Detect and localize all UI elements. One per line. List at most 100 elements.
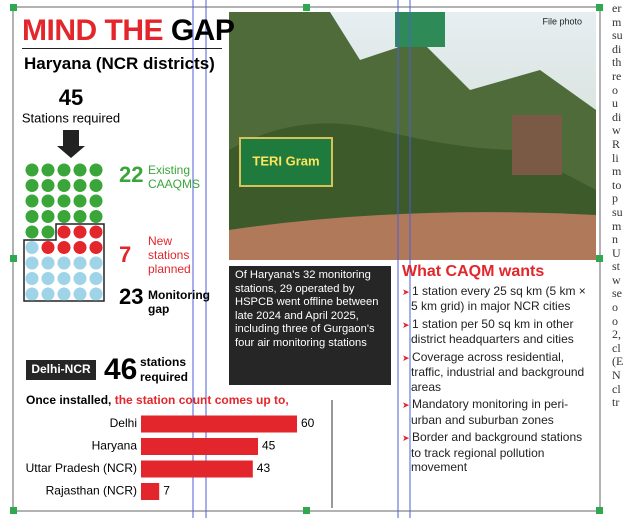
margin-fragment: m <box>612 218 622 233</box>
planned-dot <box>57 225 71 239</box>
gap-dot <box>57 272 71 285</box>
existing-dot <box>57 163 71 177</box>
margin-fragment: di <box>612 41 622 56</box>
tag-box <box>26 360 96 380</box>
handle <box>596 4 603 11</box>
wants-item: 1 station per 50 sq km in other district… <box>402 317 594 347</box>
wants-item: Border and background stations to track … <box>402 430 594 475</box>
margin-fragment: su <box>612 204 623 219</box>
title-black: GAP <box>170 14 235 47</box>
gap-dot <box>89 272 103 285</box>
photo-gate <box>512 115 562 175</box>
bar <box>141 460 253 478</box>
margin-fragment: p <box>612 191 618 206</box>
margin-fragment: o <box>612 313 618 328</box>
margin-fragment: se <box>612 286 622 301</box>
bar <box>141 438 258 455</box>
wants-item: 1 station every 25 sq km (5 km × 5 km gr… <box>402 284 594 314</box>
margin-fragment: di <box>612 109 622 124</box>
photo-board <box>395 12 445 47</box>
handle <box>10 4 17 11</box>
chart-title-red: the station count comes up to, <box>114 393 289 407</box>
existing-dot <box>25 163 39 177</box>
existing-dot <box>41 194 55 208</box>
existing-dot <box>57 210 71 223</box>
existing-dot <box>25 179 39 192</box>
rule <box>22 48 222 49</box>
margin-fragment: U <box>612 245 621 260</box>
margin-fragment: n <box>612 232 618 247</box>
bar <box>141 483 160 500</box>
margin-fragment: cl <box>612 340 621 355</box>
gap-dot <box>25 287 39 301</box>
delhi-value: 46 <box>104 353 137 386</box>
bar-label: Delhi <box>110 416 137 430</box>
required-value: 45 <box>59 85 83 110</box>
margin-fragment: th <box>612 55 622 70</box>
existing-dot <box>89 194 103 208</box>
title: MIND THE GAP <box>22 14 235 48</box>
bar <box>141 415 297 433</box>
planned-dot <box>89 241 103 254</box>
existing-dot <box>89 210 103 223</box>
handle <box>303 4 310 11</box>
existing-dot <box>41 179 55 192</box>
margin-fragment: tr <box>612 395 620 410</box>
gap-dot <box>25 256 39 270</box>
margin-fragment: u <box>612 96 618 111</box>
handle <box>303 507 310 514</box>
bar-label: Haryana <box>92 439 138 453</box>
existing-dot <box>41 210 55 223</box>
chart-title: Once installed, the station count comes … <box>26 393 289 407</box>
value-label: 7 <box>163 484 170 498</box>
photo-ground <box>229 212 596 260</box>
planned-dot <box>73 241 87 254</box>
gap-dot <box>41 256 55 270</box>
margin-fragment: N <box>612 368 621 383</box>
file-photo: File photo <box>542 16 582 26</box>
margin-fragment: cl <box>612 381 621 396</box>
existing-dot <box>73 163 87 177</box>
planned-value: 7 <box>119 242 131 267</box>
value-label: 45 <box>262 439 276 453</box>
gap-dot <box>25 272 39 285</box>
existing-dot <box>73 194 87 208</box>
bar-label: Rajasthan (NCR) <box>46 484 137 498</box>
existing-dot <box>25 225 39 239</box>
margin-fragment: (E <box>612 354 624 369</box>
gap-dot <box>89 287 103 301</box>
margin-fragment: su <box>612 28 623 43</box>
margin-fragment: w <box>612 123 621 138</box>
gap-dot <box>73 272 87 285</box>
handle <box>10 507 17 514</box>
title-red: MIND THE <box>22 14 164 47</box>
arrow <box>57 130 85 158</box>
sign-text: TERI Gram <box>252 153 319 168</box>
gap-dot <box>57 287 71 301</box>
margin-fragment: R <box>612 136 621 151</box>
tag: Delhi-NCR <box>31 362 91 376</box>
wants: What CAQM wants 1 station every 25 sq km … <box>402 264 594 478</box>
handle <box>596 255 603 262</box>
existing-dot <box>25 194 39 208</box>
gap-dot <box>41 272 55 285</box>
margin-fragment: re <box>612 68 622 83</box>
handle <box>596 507 603 514</box>
existing-dot <box>41 163 55 177</box>
gap-dot <box>41 287 55 301</box>
margin-fragment: li <box>612 150 619 165</box>
value-label: 60 <box>301 416 315 430</box>
required-label: Stations required <box>22 110 120 125</box>
existing-dot <box>89 179 103 192</box>
planned-dot <box>89 225 103 239</box>
gap-dot <box>89 256 103 270</box>
margin-fragment: o <box>612 82 618 97</box>
planned-dot <box>41 241 55 254</box>
margin-fragment: er <box>612 1 622 15</box>
wants-item: Coverage across residential, traffic, in… <box>402 350 594 395</box>
existing-dot <box>57 194 71 208</box>
existing-dot <box>73 210 87 223</box>
existing-dot <box>41 225 55 239</box>
